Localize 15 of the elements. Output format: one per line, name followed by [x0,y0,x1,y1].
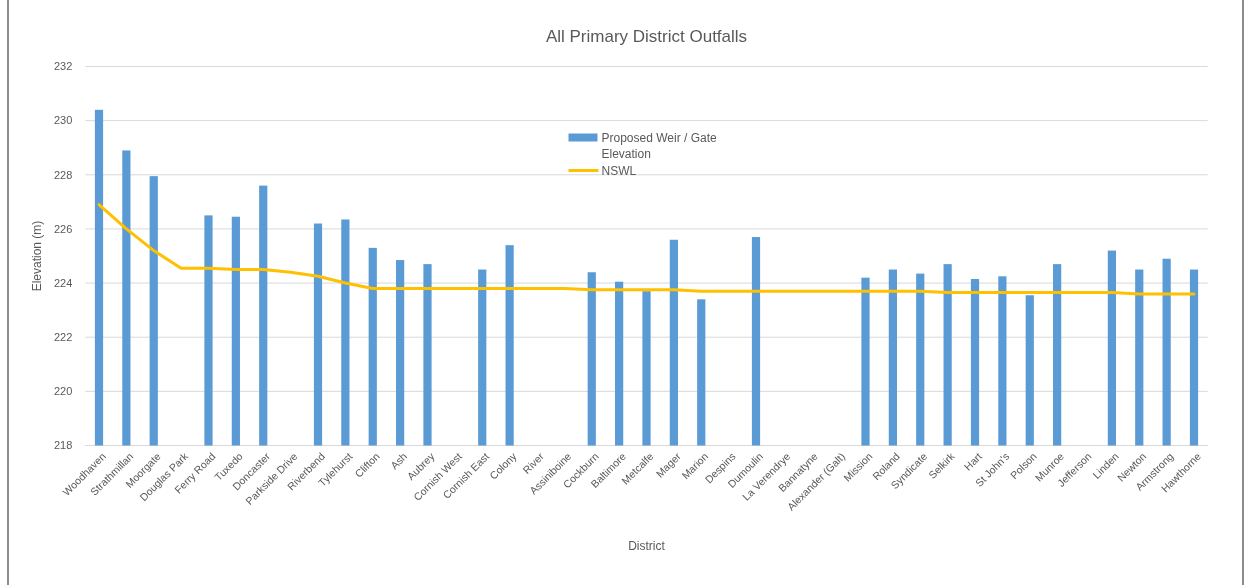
line-series [97,203,1196,296]
y-tick-label: 230 [53,114,73,127]
y-tick-label: 220 [53,385,73,398]
legend-label: Proposed Weir / Gate Elevation [601,130,717,161]
y-tick-label: 218 [53,439,73,452]
y-tick-label: 222 [53,331,73,344]
legend-label: NSWL [601,163,637,178]
y-tick-label: 228 [53,168,73,181]
chart-title: All Primary District Outfalls [545,27,748,46]
y-tick-label: 226 [53,222,73,235]
y-tick-label: 224 [53,276,73,289]
y-axis-title: Elevation (m) [30,220,44,292]
x-tick-label: Ash [387,449,410,472]
x-axis-title: District [628,539,666,553]
y-tick-label: 232 [53,60,73,73]
